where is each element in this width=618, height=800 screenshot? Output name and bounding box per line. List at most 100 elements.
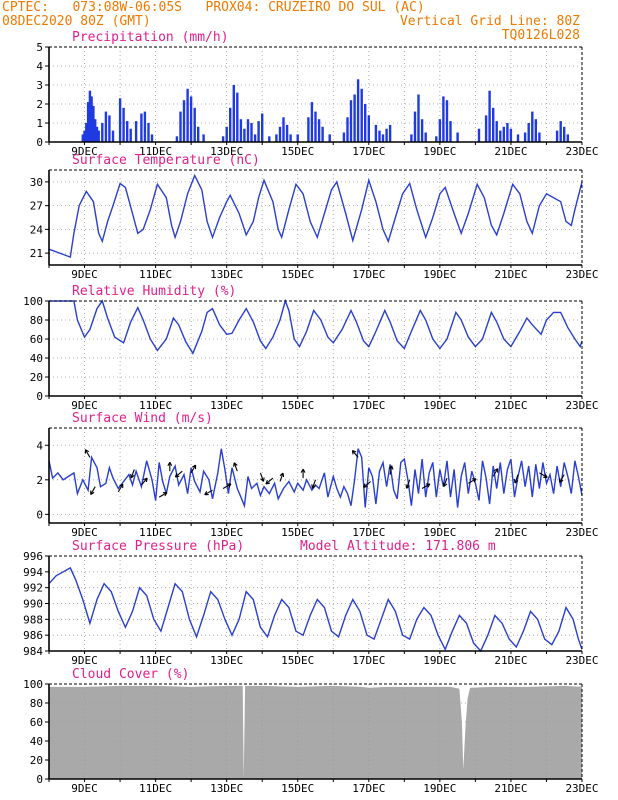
- wind-arrow-head: [175, 475, 180, 478]
- wind-arrow-head: [388, 465, 393, 470]
- series-line: [49, 298, 583, 355]
- wind-arrow-head: [513, 479, 516, 484]
- x-tick-label: 15DEC: [281, 782, 314, 795]
- x-tick-label: 15DEC: [281, 145, 314, 158]
- wind-arrow: [259, 472, 265, 482]
- precip-bar: [88, 90, 92, 142]
- precip-bar: [202, 134, 205, 142]
- precip-bar: [179, 111, 182, 142]
- precip-bar: [140, 113, 143, 142]
- wind-arrow-head: [265, 482, 271, 485]
- panel-title: Surface Temperature (nC): [72, 153, 260, 168]
- x-tick-label: 13DEC: [210, 782, 243, 795]
- precip-bar: [449, 121, 452, 142]
- precip-bar: [229, 107, 232, 142]
- precip-bar: [275, 134, 278, 142]
- x-tick-label: 9DEC: [71, 399, 98, 412]
- precip-bar: [356, 79, 360, 142]
- panel-annotation: Model Altitude: 171.806 m: [300, 539, 496, 554]
- y-tick-label: 80: [30, 697, 43, 710]
- y-tick-label: 27: [30, 200, 43, 213]
- precip-bar: [85, 123, 88, 142]
- precip-bar: [374, 124, 378, 142]
- y-tick-label: 990: [23, 598, 43, 611]
- wind-arrow-head: [405, 484, 408, 489]
- precip-bar: [257, 121, 260, 142]
- wind-arrow-shaft: [259, 472, 265, 482]
- x-tick-label: 13DEC: [210, 654, 243, 667]
- precip-bar: [385, 128, 388, 142]
- y-tick-label: 60: [30, 333, 43, 346]
- wind-arrow-head: [300, 468, 304, 473]
- precip-bar: [86, 102, 90, 142]
- y-tick-label: 100: [23, 295, 43, 308]
- header-model-id: TQ0126L028: [501, 28, 580, 43]
- y-tick-label: 40: [30, 352, 43, 365]
- wind-arrow: [222, 483, 232, 489]
- y-tick-label: 994: [23, 566, 43, 579]
- precip-bar: [509, 128, 513, 142]
- y-tick-label: 2: [36, 98, 43, 111]
- wind-arrow: [351, 449, 359, 458]
- wind-arrow-head: [130, 473, 132, 478]
- precip-bar: [129, 128, 132, 142]
- wind-arrow: [279, 472, 285, 482]
- panel-1: [45, 169, 583, 268]
- x-tick-label: 19DEC: [423, 268, 456, 281]
- precip-bar: [307, 117, 310, 142]
- precip-bar: [97, 130, 100, 142]
- wind-arrow-shaft: [443, 477, 448, 487]
- wind-arrow: [539, 472, 548, 478]
- x-tick-label: 11DEC: [139, 782, 172, 795]
- wind-arrow-head: [90, 491, 95, 495]
- x-tick-label: 15DEC: [281, 399, 314, 412]
- precip-bar: [278, 126, 282, 142]
- precip-bar: [83, 130, 86, 142]
- x-tick-label: 21DEC: [494, 654, 527, 667]
- wind-arrow-shaft: [175, 470, 183, 478]
- wind-arrow-head: [262, 477, 265, 482]
- precip-bar: [424, 132, 427, 142]
- x-tick-label: 11DEC: [139, 526, 172, 539]
- wind-arrow-shaft: [468, 478, 477, 484]
- panel-0: [45, 46, 583, 145]
- y-tick-label: 30: [30, 176, 43, 189]
- x-tick-label: 21DEC: [494, 399, 527, 412]
- wind-arrow-head: [164, 492, 168, 497]
- precip-bar: [566, 134, 569, 142]
- y-tick-label: 20: [30, 754, 43, 767]
- precip-bar: [417, 94, 420, 142]
- wind-arrow-head: [145, 477, 148, 483]
- wind-arrow-head: [363, 483, 366, 488]
- wind-arrow-head: [191, 464, 196, 468]
- precip-bar: [495, 121, 498, 142]
- precip-bar: [186, 88, 189, 142]
- header-date: 08DEC2020 80Z (GMT): [2, 14, 151, 29]
- precip-bar: [527, 123, 530, 142]
- precip-bar: [239, 119, 243, 142]
- series-line: [48, 566, 583, 653]
- y-tick-label: 5: [36, 41, 43, 54]
- x-tick-label: 23DEC: [565, 268, 598, 281]
- precip-bar: [221, 136, 225, 142]
- wind-arrow: [405, 479, 411, 489]
- precip-bar: [559, 121, 562, 142]
- precip-bar: [197, 126, 200, 142]
- precip-bar: [134, 121, 138, 142]
- wind-arrow-shaft: [539, 472, 548, 478]
- wind-arrow-shaft: [279, 472, 284, 482]
- wind-arrow-head: [302, 468, 306, 473]
- precip-bar: [246, 119, 250, 142]
- precip-bar: [150, 134, 154, 142]
- wind-arrow-shaft: [190, 464, 197, 474]
- x-tick-label: 23DEC: [565, 526, 598, 539]
- wind-arrow-shaft: [233, 462, 238, 472]
- y-tick-label: 1: [36, 117, 43, 130]
- precip-bar: [410, 134, 413, 142]
- x-tick-label: 23DEC: [565, 654, 598, 667]
- wind-arrow-shaft: [222, 483, 232, 489]
- wind-arrow-head: [352, 449, 357, 453]
- y-tick-label: 0: [36, 136, 43, 149]
- wind-arrow-head: [143, 477, 148, 481]
